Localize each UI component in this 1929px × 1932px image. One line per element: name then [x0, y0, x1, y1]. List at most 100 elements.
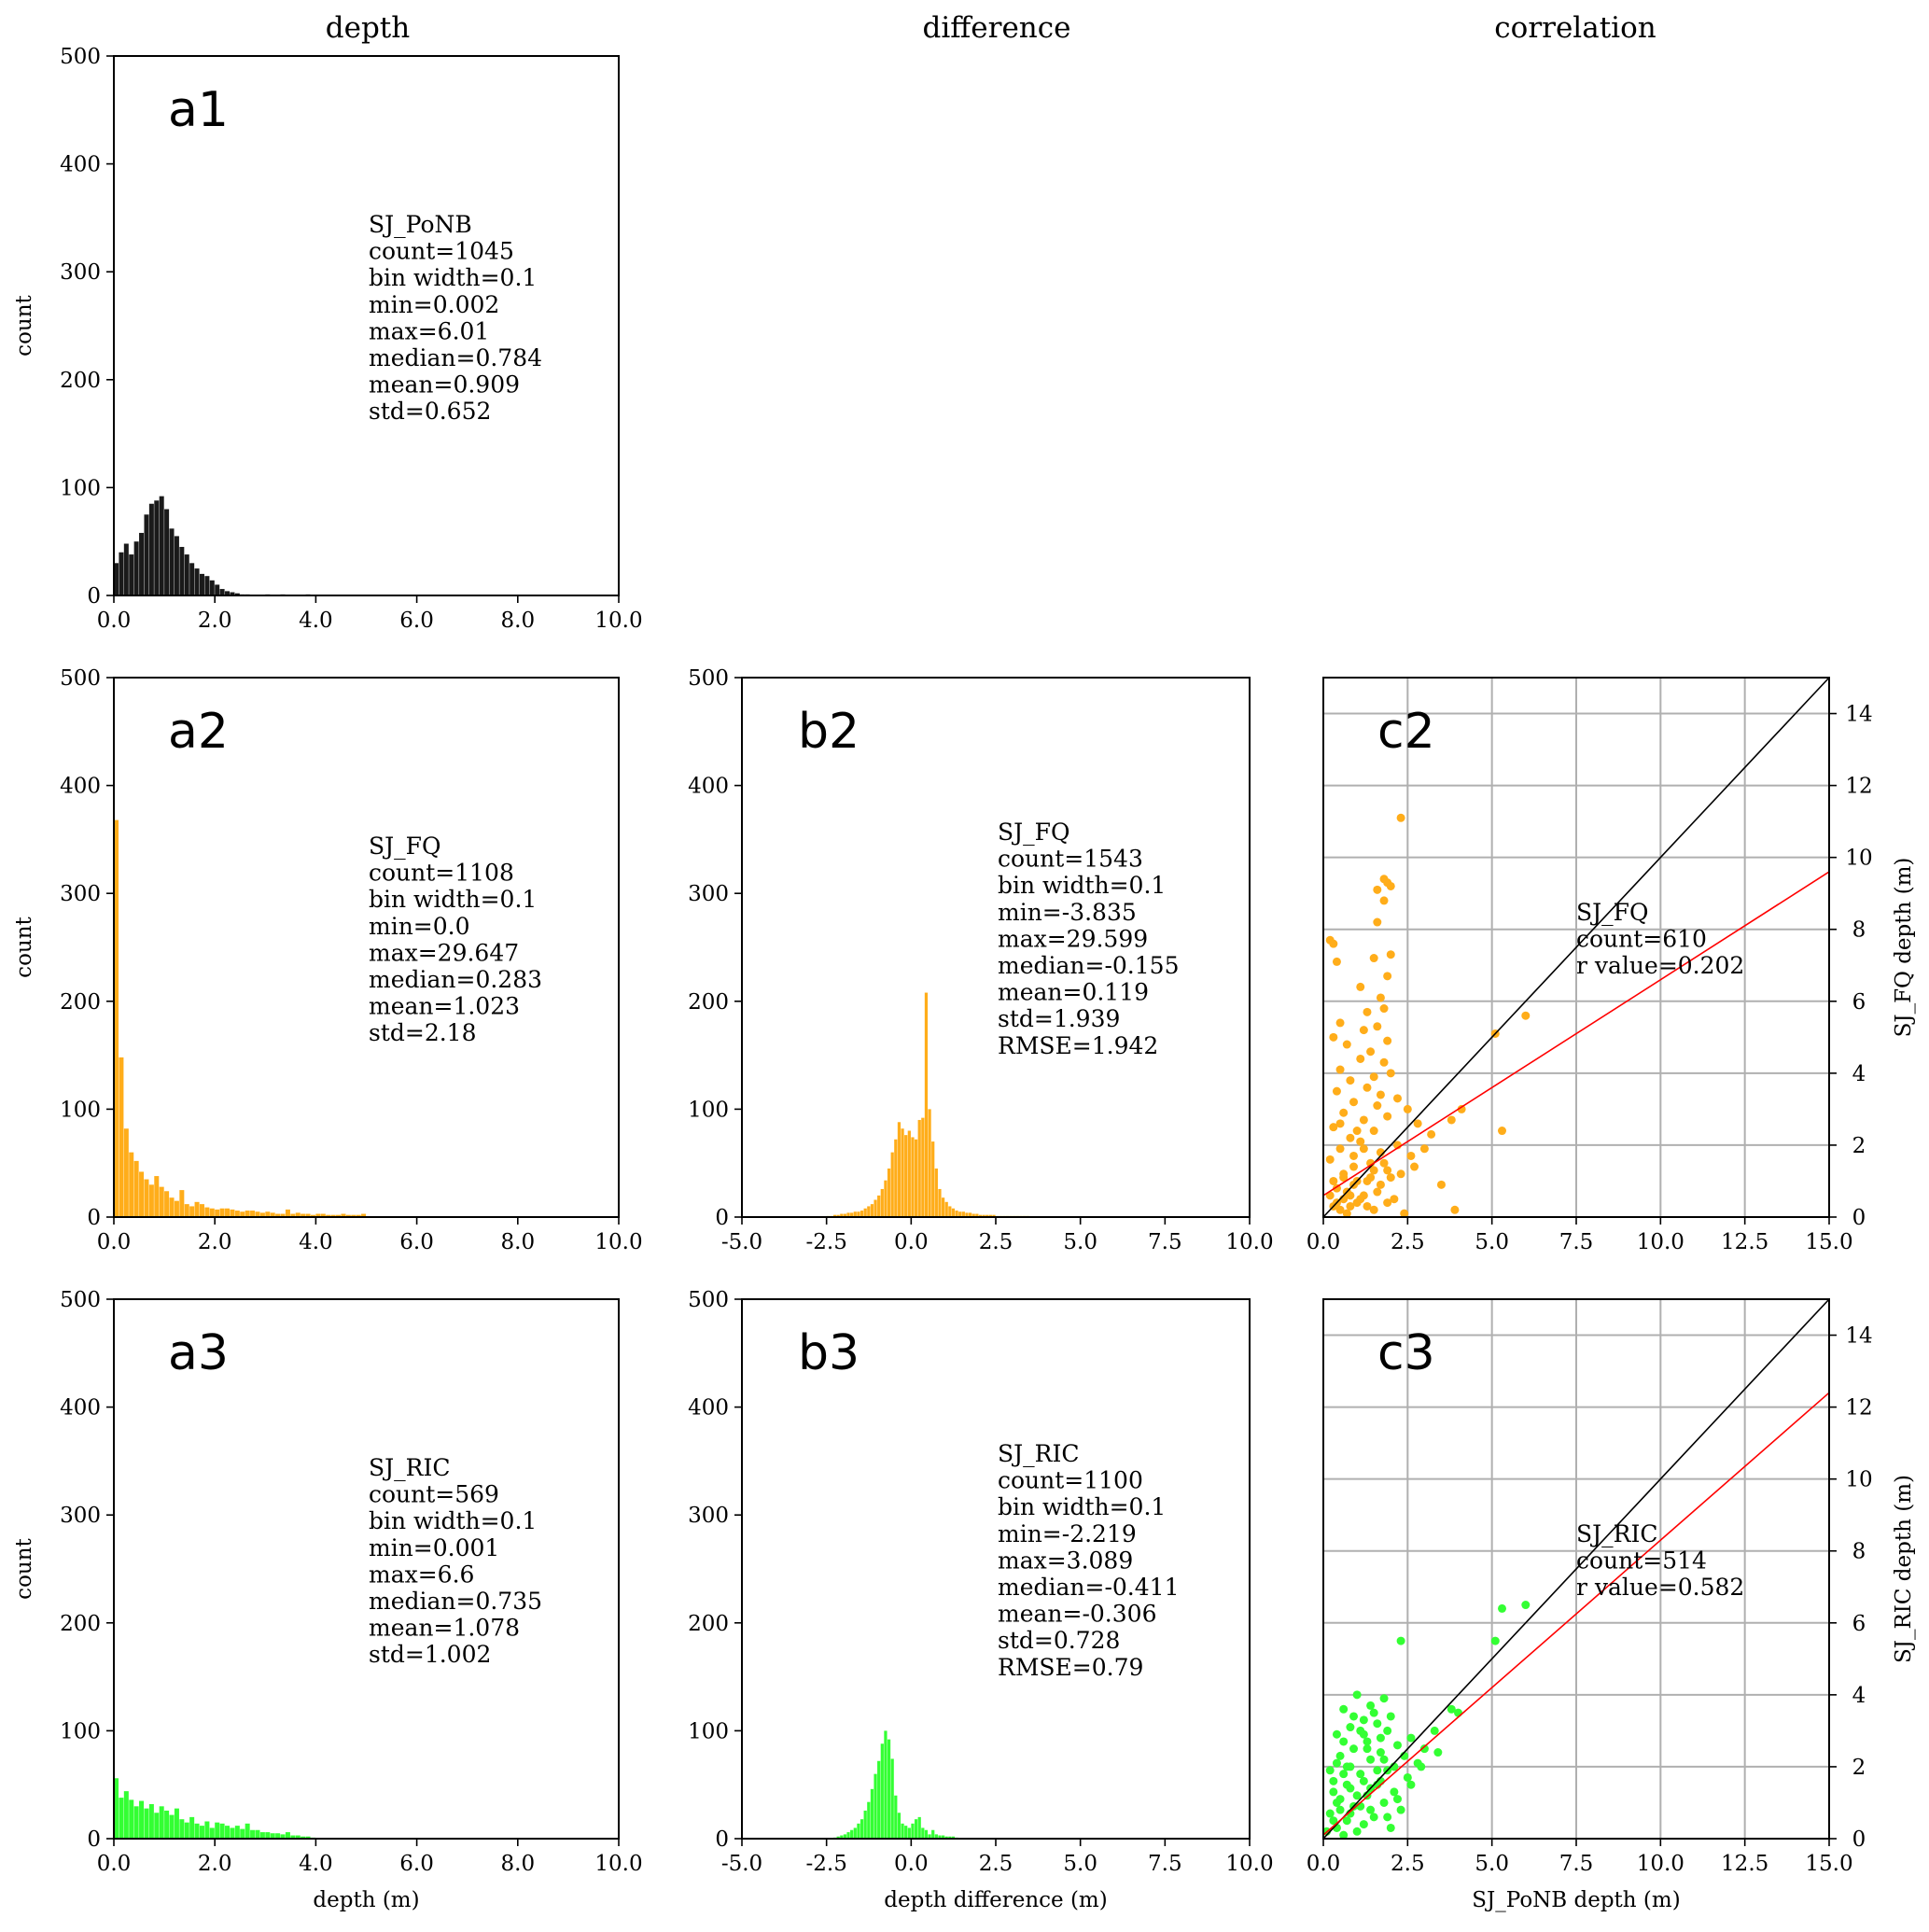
y-tick-label: 0 — [87, 584, 101, 609]
stats-line: RMSE=1.942 — [998, 1032, 1158, 1059]
histogram-bar — [154, 1176, 160, 1217]
scatter-point — [1417, 1762, 1426, 1771]
x-tick-label: 15.0 — [1805, 1852, 1852, 1876]
histogram-bar — [928, 1834, 931, 1839]
scatter-point — [1396, 1805, 1405, 1814]
column-title-depth: depth — [326, 11, 410, 45]
stats-line: bin width=0.1 — [998, 1493, 1166, 1520]
scatter-point — [1383, 972, 1392, 981]
histogram-bar — [139, 1800, 145, 1839]
x-tick-label: -2.5 — [805, 1852, 846, 1876]
y-tick-label: 200 — [60, 1612, 101, 1636]
stats-line: median=-0.155 — [998, 952, 1179, 979]
histogram-bar — [255, 1211, 260, 1217]
scatter-point — [1366, 1755, 1376, 1764]
histogram-bar — [129, 1799, 134, 1839]
scatter-point — [1498, 1127, 1507, 1136]
histogram-bar — [951, 1836, 956, 1839]
histogram-bar — [857, 1211, 860, 1217]
histogram-bar — [189, 1206, 195, 1217]
scatter-point — [1436, 1180, 1446, 1189]
x-tick-label: 5.0 — [1063, 1852, 1097, 1876]
histogram-bar — [159, 1806, 164, 1839]
y-tick-label: 200 — [688, 990, 729, 1015]
panel-label: a1 — [168, 82, 229, 138]
stats-line: count=514 — [1576, 1547, 1707, 1575]
histogram-bar — [139, 532, 145, 595]
histogram-bar — [144, 1179, 149, 1217]
x-tick-label: 12.5 — [1721, 1230, 1768, 1254]
scatter-point — [1339, 1737, 1349, 1746]
scatter-point — [1359, 1820, 1368, 1829]
panel-a2: 0.0 2.0 4.0 6.0 8.0 10.0 0 100 200 300 400 500 count… — [12, 666, 643, 1254]
scatter-point — [1406, 1780, 1416, 1789]
histogram-bar — [846, 1212, 850, 1217]
y-tick-label: 0 — [1852, 1206, 1866, 1230]
histogram-bar — [934, 1834, 938, 1839]
x-tick-label: 0.0 — [1307, 1230, 1341, 1254]
histogram-bar — [123, 1791, 129, 1839]
scatter-point — [1373, 917, 1382, 927]
x-tick-label: 5.0 — [1063, 1230, 1097, 1254]
histogram-bar — [154, 1813, 160, 1839]
scatter-point — [1376, 1748, 1385, 1757]
histogram-bar — [164, 1810, 170, 1839]
column-title-difference: difference — [923, 11, 1071, 45]
scatter-point — [1406, 1151, 1416, 1160]
scatter-point — [1379, 1158, 1389, 1168]
histogram-bar — [880, 1188, 884, 1217]
y-tick-label: 4 — [1852, 1062, 1866, 1086]
histogram-bar — [890, 1758, 894, 1839]
stats-line: SJ_RIC — [1576, 1520, 1657, 1547]
scatter-point — [1366, 1047, 1376, 1057]
y-axis-label: count — [12, 916, 36, 977]
histogram-bar — [119, 552, 124, 595]
histogram-bar — [840, 1835, 844, 1839]
stats-line: RMSE=0.79 — [998, 1654, 1143, 1681]
scatter-point — [1521, 1601, 1531, 1610]
y-tick-label: 100 — [688, 1098, 729, 1122]
y-tick-label: 400 — [60, 1396, 101, 1421]
scatter-point — [1369, 1166, 1378, 1175]
scatter-point — [1356, 1137, 1365, 1146]
histogram-bar — [921, 1117, 925, 1217]
histogram-bar — [853, 1211, 857, 1217]
y-axis-label: SJ_FQ depth (m) — [1892, 858, 1916, 1038]
histogram-bar — [894, 1139, 898, 1217]
y-tick-label: 8 — [1852, 1540, 1866, 1564]
scatter-point — [1329, 939, 1338, 948]
histogram-bar — [219, 1823, 225, 1839]
histogram-bar — [215, 584, 220, 595]
histogram-bar — [928, 1109, 931, 1217]
scatter-point — [1450, 1205, 1460, 1214]
stats-line: std=1.939 — [998, 1005, 1120, 1032]
x-tick-label: 4.0 — [299, 609, 333, 633]
x-tick-label: 10.0 — [1637, 1852, 1684, 1876]
scatter-point — [1379, 1694, 1389, 1703]
scatter-point — [1369, 954, 1378, 963]
scatter-point — [1396, 1169, 1405, 1179]
histogram-bar — [159, 1186, 164, 1217]
x-tick-label: 2.0 — [198, 609, 232, 633]
histogram-bar — [897, 1813, 902, 1839]
histogram-bar — [230, 1827, 235, 1839]
histogram-bar — [148, 1804, 154, 1839]
histogram-bar — [305, 1213, 311, 1217]
identity-line — [1322, 1298, 1830, 1840]
panel-label: b3 — [798, 1325, 860, 1381]
stats-line: max=29.647 — [369, 939, 519, 966]
scatter-point — [1359, 1729, 1368, 1739]
histogram-bar — [924, 1829, 929, 1839]
stats-line: count=569 — [369, 1481, 499, 1508]
y-tick-label: 12 — [1845, 775, 1872, 799]
histogram-bar — [285, 1209, 290, 1217]
histogram-bar — [850, 1829, 854, 1839]
histogram-bar — [215, 1209, 220, 1217]
histogram-bar — [169, 1814, 175, 1839]
stats-line: median=0.784 — [369, 344, 542, 371]
histogram-bar — [938, 1188, 942, 1217]
histogram-bar — [944, 1836, 948, 1839]
y-tick-label: 300 — [60, 1504, 101, 1528]
scatter-point — [1403, 1104, 1412, 1113]
x-tick-label: 10.0 — [594, 609, 642, 633]
